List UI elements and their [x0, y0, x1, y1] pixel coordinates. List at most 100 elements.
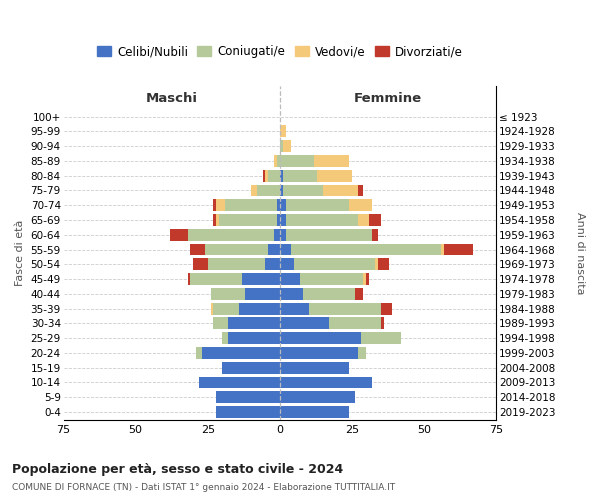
Bar	[251, 184, 257, 196]
Bar	[239, 302, 280, 314]
Bar	[369, 214, 381, 226]
Bar	[308, 302, 381, 314]
Bar	[202, 347, 280, 359]
Text: COMUNE DI FORNACE (TN) - Dati ISTAT 1° gennaio 2024 - Elaborazione TUTTITALIA.IT: COMUNE DI FORNACE (TN) - Dati ISTAT 1° g…	[12, 484, 395, 492]
Bar	[364, 273, 366, 285]
Bar	[277, 155, 280, 167]
Bar	[358, 347, 366, 359]
Bar	[170, 229, 188, 240]
Bar	[280, 376, 372, 388]
Y-axis label: Fasce di età: Fasce di età	[15, 220, 25, 286]
Y-axis label: Anni di nascita: Anni di nascita	[575, 212, 585, 294]
Bar	[219, 214, 277, 226]
Bar	[355, 288, 364, 300]
Bar	[217, 200, 225, 211]
Bar	[268, 170, 280, 181]
Bar	[277, 214, 280, 226]
Bar	[265, 258, 280, 270]
Bar	[280, 273, 300, 285]
Bar	[280, 392, 355, 403]
Bar	[188, 229, 274, 240]
Bar	[245, 288, 280, 300]
Bar	[274, 155, 277, 167]
Bar	[283, 170, 317, 181]
Bar	[314, 155, 349, 167]
Bar	[211, 302, 214, 314]
Bar	[280, 184, 283, 196]
Bar	[280, 302, 308, 314]
Bar	[268, 244, 280, 256]
Bar	[277, 200, 280, 211]
Bar	[265, 170, 268, 181]
Bar	[280, 258, 294, 270]
Bar	[274, 229, 280, 240]
Bar	[217, 214, 219, 226]
Bar	[375, 258, 378, 270]
Bar	[280, 200, 286, 211]
Text: Popolazione per età, sesso e stato civile - 2024: Popolazione per età, sesso e stato civil…	[12, 462, 343, 475]
Bar	[283, 184, 323, 196]
Bar	[372, 229, 378, 240]
Bar	[196, 347, 202, 359]
Bar	[193, 258, 208, 270]
Bar	[286, 200, 349, 211]
Bar	[214, 318, 228, 330]
Bar	[358, 214, 369, 226]
Bar	[280, 214, 286, 226]
Bar	[280, 406, 349, 418]
Bar	[280, 362, 349, 374]
Bar	[381, 302, 392, 314]
Bar	[280, 170, 283, 181]
Bar	[294, 258, 375, 270]
Bar	[222, 332, 228, 344]
Bar	[257, 184, 280, 196]
Bar	[214, 200, 217, 211]
Bar	[190, 273, 242, 285]
Bar	[444, 244, 473, 256]
Bar	[280, 288, 303, 300]
Bar	[188, 273, 190, 285]
Bar	[222, 362, 280, 374]
Bar	[280, 126, 286, 137]
Bar	[228, 318, 280, 330]
Bar	[199, 376, 280, 388]
Bar	[317, 170, 352, 181]
Text: Maschi: Maschi	[146, 92, 197, 106]
Bar	[217, 406, 280, 418]
Bar	[381, 318, 383, 330]
Bar	[242, 273, 280, 285]
Bar	[214, 302, 239, 314]
Bar	[280, 347, 358, 359]
Bar	[217, 392, 280, 403]
Bar	[283, 140, 292, 152]
Bar	[358, 184, 364, 196]
Bar	[329, 318, 381, 330]
Bar	[280, 244, 292, 256]
Bar	[366, 273, 369, 285]
Bar	[280, 155, 314, 167]
Bar	[349, 200, 372, 211]
Bar	[441, 244, 444, 256]
Bar	[205, 244, 268, 256]
Bar	[263, 170, 265, 181]
Bar	[214, 214, 217, 226]
Bar	[292, 244, 441, 256]
Bar	[208, 258, 265, 270]
Bar	[228, 332, 280, 344]
Legend: Celibi/Nubili, Coniugati/e, Vedovi/e, Divorziati/e: Celibi/Nubili, Coniugati/e, Vedovi/e, Di…	[92, 40, 467, 63]
Bar	[300, 273, 364, 285]
Bar	[286, 214, 358, 226]
Bar	[280, 318, 329, 330]
Bar	[211, 288, 245, 300]
Bar	[361, 332, 401, 344]
Bar	[280, 140, 283, 152]
Bar	[280, 229, 286, 240]
Text: Femmine: Femmine	[354, 92, 422, 106]
Bar	[225, 200, 277, 211]
Bar	[303, 288, 355, 300]
Bar	[280, 332, 361, 344]
Bar	[323, 184, 358, 196]
Bar	[378, 258, 389, 270]
Bar	[286, 229, 372, 240]
Bar	[190, 244, 205, 256]
